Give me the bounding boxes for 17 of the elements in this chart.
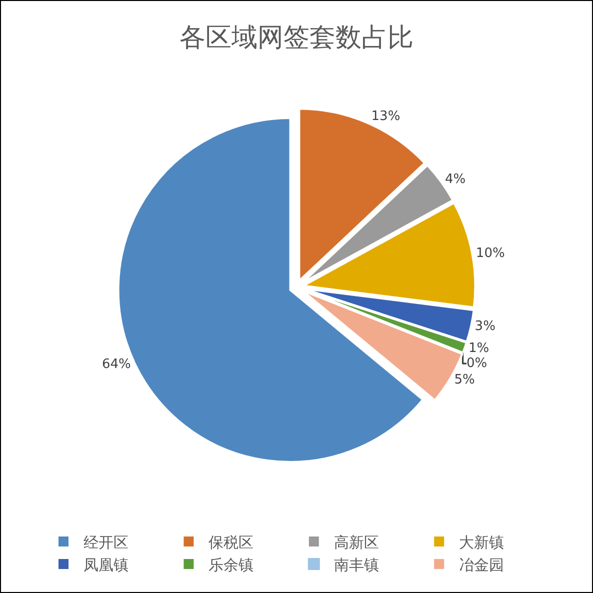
legend-label: 经开区 <box>84 533 128 552</box>
data-label: 10% <box>476 246 505 261</box>
legend-label: 冶金园 <box>459 556 504 574</box>
legend-label: 大新镇 <box>459 533 504 552</box>
legend-label: 保税区 <box>208 533 254 552</box>
data-label: 1% <box>468 341 490 356</box>
chart-title: 各区域网签套数占比 <box>180 22 414 53</box>
legend-label: 乐余镇 <box>208 556 254 574</box>
legend-label: 凤凰镇 <box>84 556 128 574</box>
data-label: 4% <box>444 172 466 187</box>
legend-label: 高新区 <box>334 533 379 552</box>
text: 0% <box>466 356 488 372</box>
data-label: 5% <box>454 372 475 388</box>
data-label: 13% <box>371 109 400 124</box>
legend-label: 南丰镇 <box>334 556 379 574</box>
data-label: 3% <box>474 318 496 334</box>
data-label: 64% <box>102 357 131 372</box>
